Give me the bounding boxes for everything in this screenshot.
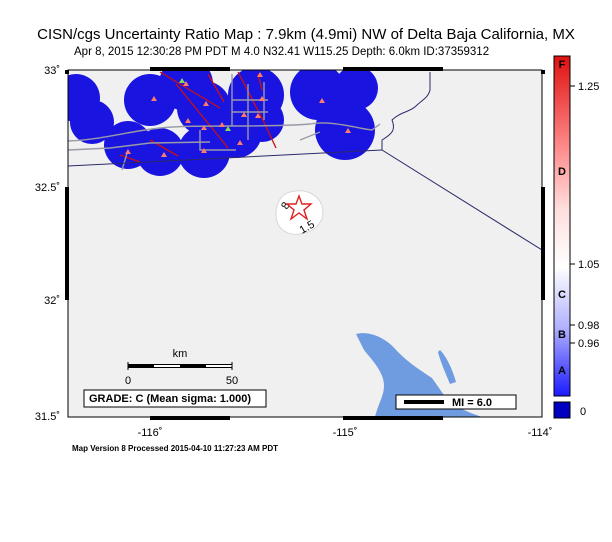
cb-value-1-25: 1.25 <box>578 81 599 93</box>
cb-value-1-05: 1.05 <box>578 259 599 271</box>
lon-tick-115: -115˚ <box>333 427 358 439</box>
station-coverage <box>68 70 378 178</box>
mi-legend-line <box>404 400 444 404</box>
lon-tick-114: -114˚ <box>528 427 553 439</box>
grade-text: GRADE: C (Mean sigma: 1.000) <box>89 393 251 405</box>
water-inlet <box>438 350 456 384</box>
lat-tick-32-5: 32.5˚ <box>35 182 60 194</box>
map-version-footer: Map Version 8 Processed 2015-04-10 11:27… <box>72 444 279 453</box>
mi-legend-text: MI = 6.0 <box>452 397 492 409</box>
cb-letter-a: A <box>558 365 566 377</box>
scale-label-50: 50 <box>226 375 238 387</box>
lat-tick-32: 32˚ <box>44 295 60 307</box>
seismic-stations <box>125 72 351 157</box>
gulf-of-california <box>356 333 482 417</box>
lat-tick-31-5: 31.5˚ <box>35 411 60 423</box>
strong-motion-stations <box>179 78 231 131</box>
map-title: CISN/cgs Uncertainty Ratio Map : 7.9km (… <box>37 26 575 43</box>
frame-tick-bars <box>65 67 545 420</box>
scale-bar: km 0 50 <box>125 348 238 387</box>
grade-box <box>83 389 267 408</box>
map-frame <box>65 67 545 420</box>
cb-letter-c: C <box>558 289 566 301</box>
color-bar-gradient <box>553 55 571 397</box>
contour-label-8: 8 <box>279 200 292 211</box>
cb-zero-swatch <box>553 401 571 419</box>
lon-tick-116: -116˚ <box>138 427 163 439</box>
cb-value-0-98: 0.98 <box>578 320 599 332</box>
map-subtitle: Apr 8, 2015 12:30:28 PM PDT M 4.0 N32.41… <box>74 46 490 58</box>
cb-value-0: 0 <box>580 406 586 418</box>
color-bar: F D C B A 1.25 1.05 0.98 0.96 0 <box>553 55 599 419</box>
scale-unit: km <box>173 348 188 360</box>
epicenter-star <box>285 194 313 221</box>
lat-tick-33: 33˚ <box>44 65 60 77</box>
scale-label-0: 0 <box>125 375 131 387</box>
cb-letter-d: D <box>558 166 566 178</box>
mi-legend-box <box>395 394 517 410</box>
land-background <box>68 70 542 417</box>
cb-letter-f: F <box>559 59 566 71</box>
borders <box>68 72 542 251</box>
cb-value-0-96: 0.96 <box>578 338 599 350</box>
cb-letter-b: B <box>558 329 566 341</box>
